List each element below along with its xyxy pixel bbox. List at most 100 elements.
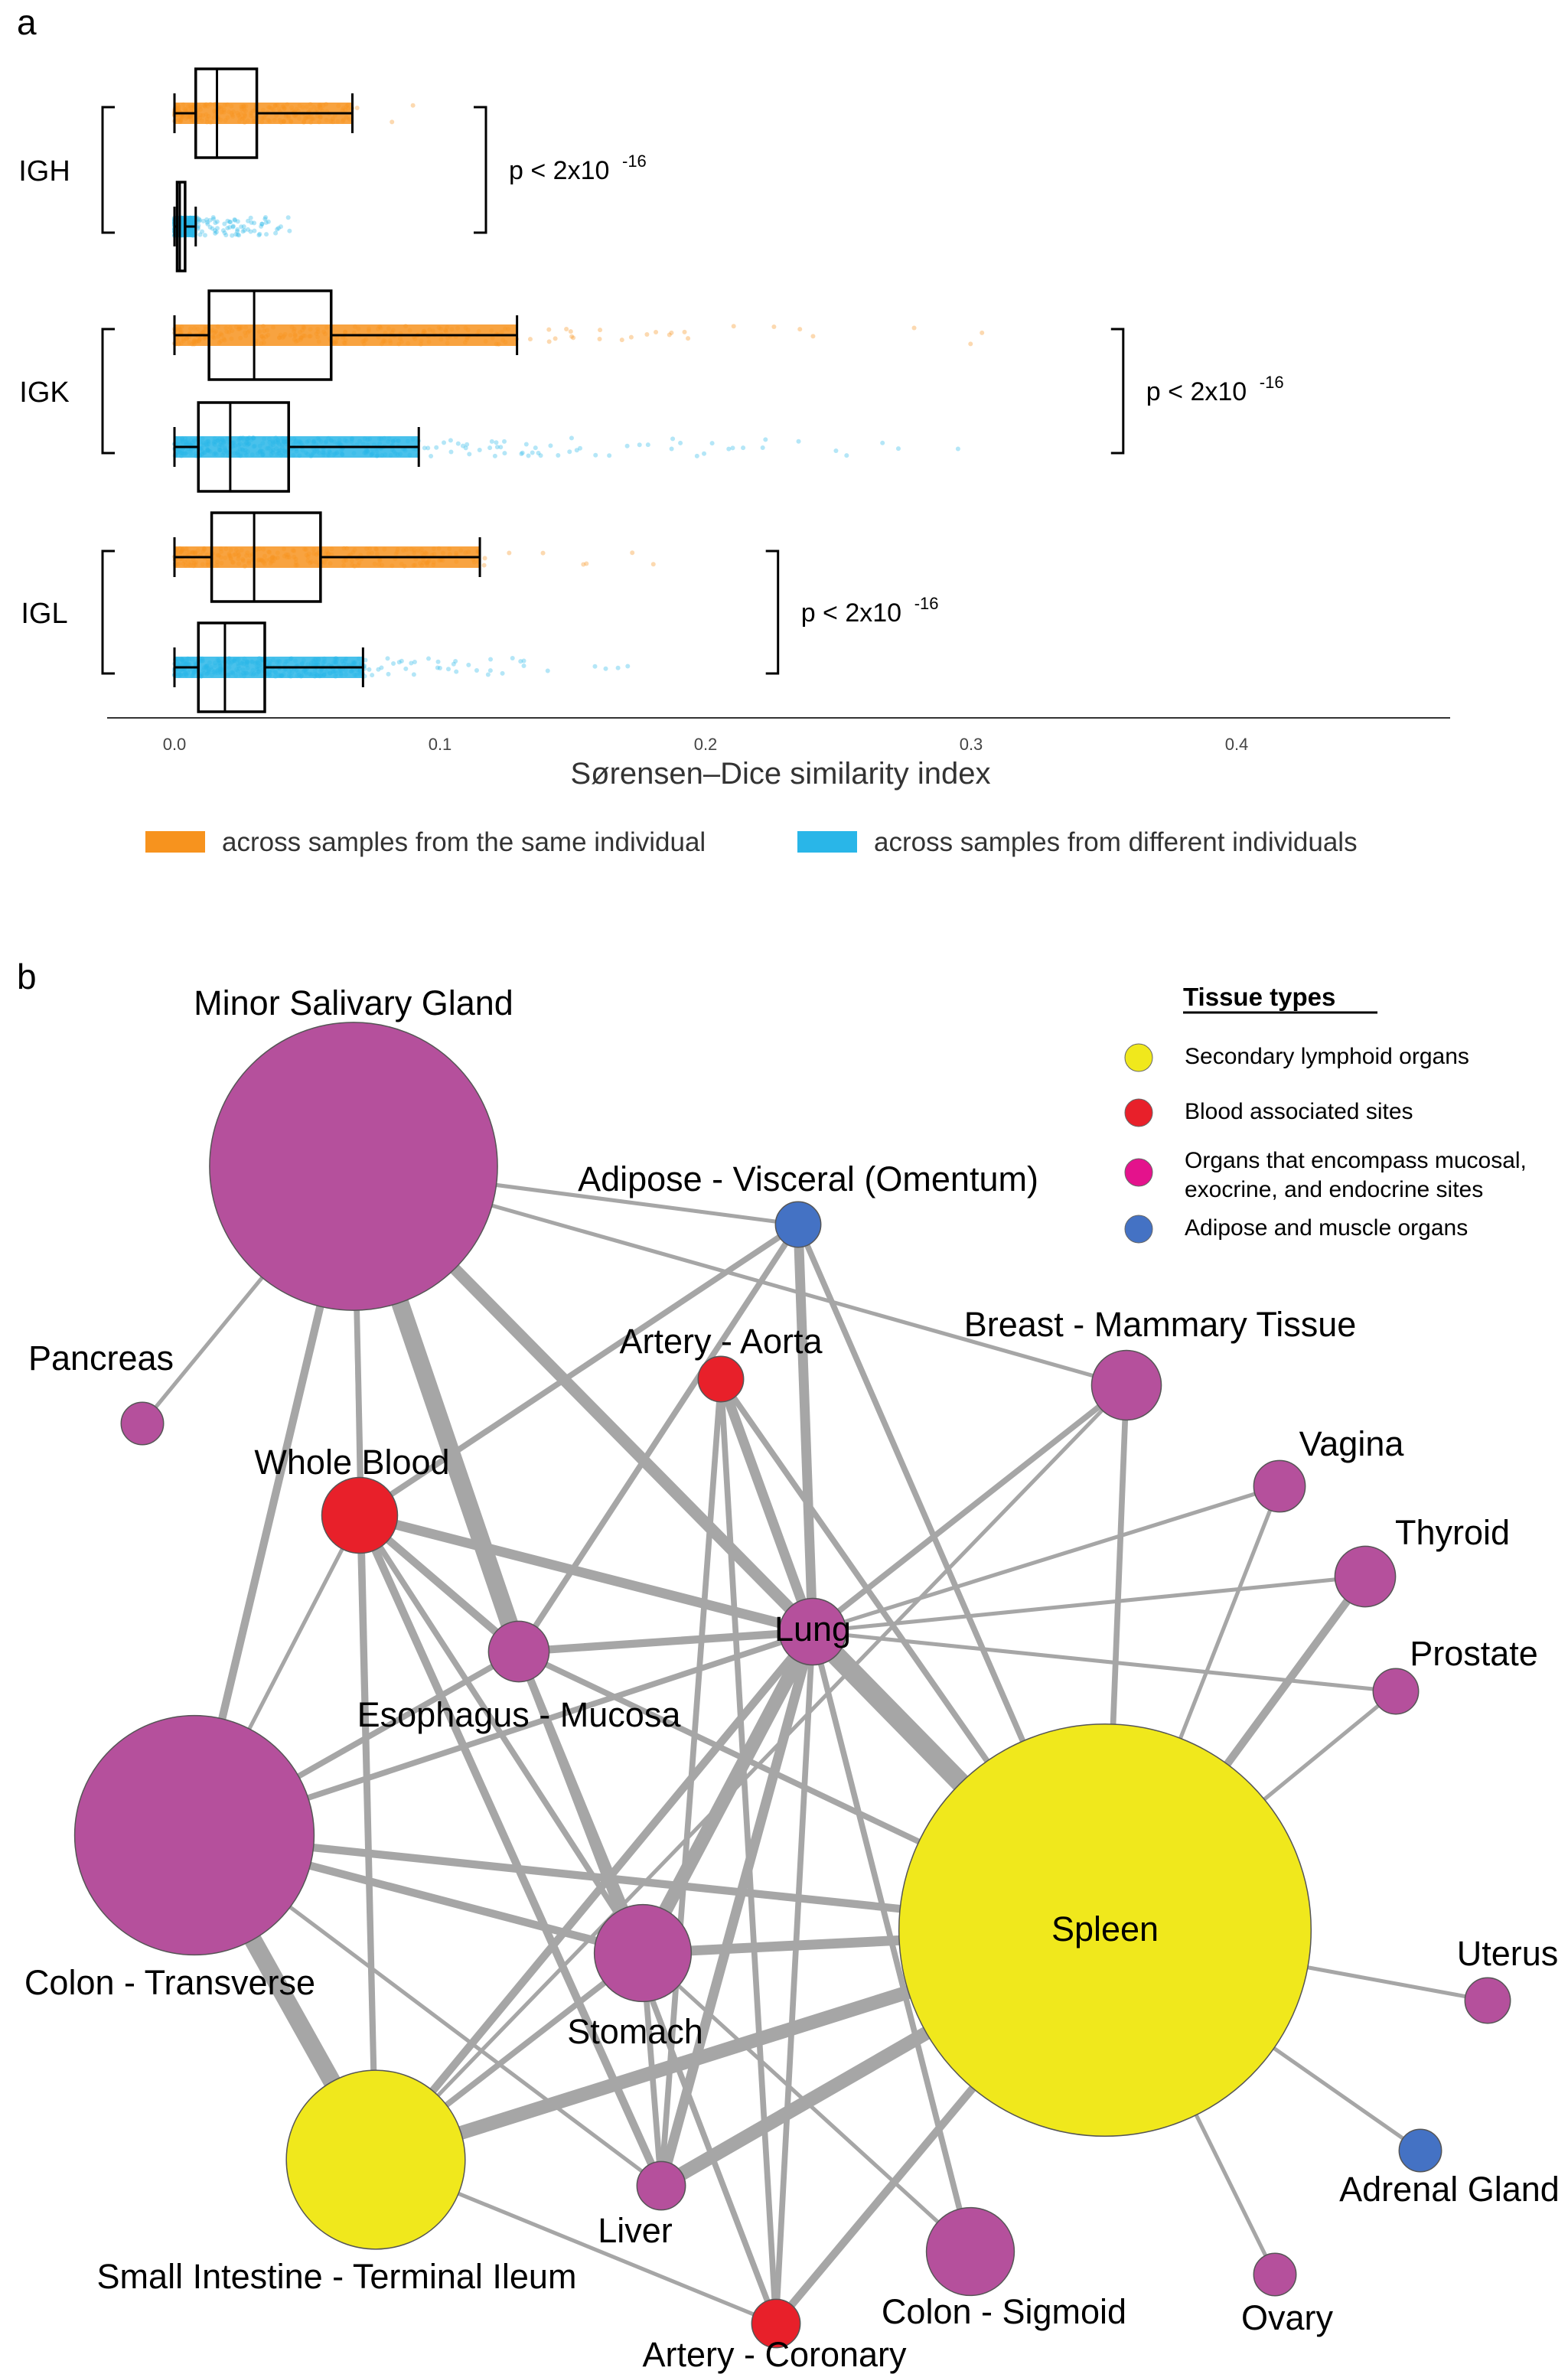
jitter-point [521, 658, 526, 664]
jitter-point [232, 217, 237, 223]
jitter-point [682, 329, 687, 334]
jitter-point [275, 227, 280, 232]
node-label-stomach: Stomach [567, 2012, 703, 2051]
jitter-point [200, 229, 205, 234]
jitter-point [213, 230, 218, 236]
group-bracket [101, 328, 115, 455]
jitter-point [536, 451, 541, 456]
legend-b-label: exocrine, and endocrine sites [1185, 1177, 1483, 1202]
jitter-point [810, 334, 816, 339]
jitter-point [259, 221, 265, 227]
jitter-point [225, 218, 230, 223]
x-tick-label: 0.0 [163, 735, 187, 754]
node-esophagus_mucosa [487, 1620, 550, 1683]
legend-swatch-same [145, 831, 205, 853]
jitter-point [607, 453, 612, 458]
jitter-point [485, 672, 491, 677]
node-label-liver: Liver [598, 2211, 673, 2250]
jitter-point [702, 451, 707, 456]
node-label-esophagus_mucosa: Esophagus - Mucosa [357, 1695, 682, 1734]
jitter-point [412, 659, 417, 664]
node-label-pancreas: Pancreas [28, 1339, 174, 1378]
jitter-point [494, 440, 499, 445]
jitter-point [196, 219, 201, 224]
jitter-point [730, 445, 735, 451]
group-label: IGK [19, 377, 69, 409]
node-vagina [1253, 1459, 1306, 1513]
legend-b-label: Blood associated sites [1185, 1099, 1413, 1124]
jitter-point [257, 231, 262, 236]
jitter-point [399, 658, 404, 664]
jitter-point [507, 550, 512, 556]
panel-a-boxplot: a IGH p < 2x10 -16 IGK p < 2x10 -16 IGL p < 2x1… [17, 2, 1450, 857]
jitter-point [214, 226, 220, 231]
jitter-point [628, 334, 634, 340]
jitter-point [694, 453, 699, 458]
jitter-point [263, 220, 269, 225]
p-value-text: p < 2x10 [1146, 377, 1247, 406]
node-label-artery_aorta: Artery - Aorta [619, 1322, 823, 1361]
jitter-point [911, 325, 917, 331]
node-whole_blood [321, 1476, 399, 1554]
jitter-point [437, 665, 442, 670]
jitter-point [492, 453, 497, 458]
edge-adipose_visceral-whole_blood [357, 1221, 801, 1518]
jitter-point [650, 562, 656, 567]
jitter-point [581, 562, 586, 567]
edge-esophagus_mucosa-lung [514, 1627, 817, 1656]
jitter-point [489, 439, 494, 444]
jitter-point [584, 561, 589, 566]
jitter-point [488, 657, 494, 662]
jitter-point [212, 228, 217, 233]
jitter-point [213, 220, 218, 226]
jitter-point [592, 664, 598, 669]
node-label-breast: Breast - Mammary Tissue [964, 1305, 1357, 1344]
panel-a-label: a [17, 2, 37, 42]
x-tick-label: 0.2 [694, 735, 718, 754]
jitter-point [548, 443, 553, 448]
jitter-point [367, 667, 372, 672]
jitter-point [569, 435, 574, 441]
jitter-point [556, 452, 561, 458]
node-label-artery_coronary: Artery - Coronary [642, 2335, 907, 2374]
node-prostate [1372, 1668, 1420, 1715]
jitter-point [225, 225, 230, 230]
jitter-point [236, 233, 242, 238]
edge-breast-small_intestine [373, 1383, 1129, 2162]
jitter-point [386, 671, 391, 677]
jitter-point [763, 437, 768, 442]
jitter-point [235, 232, 240, 237]
jitter-point [448, 449, 454, 455]
jitter-point [220, 228, 226, 233]
jitter-point [567, 449, 572, 455]
network-nodes [73, 1022, 1511, 2349]
jitter-point [546, 327, 552, 332]
jitter-point [248, 229, 253, 234]
legend-label-same: across samples from the same individual [222, 827, 706, 857]
edge-lung-liver [656, 1626, 818, 2191]
edge-whole_blood-small_intestine [357, 1512, 379, 2163]
node-label-ovary: Ovary [1241, 2298, 1334, 2337]
jitter-point [259, 223, 264, 229]
legend-dot-red [1124, 1098, 1153, 1127]
jitter-point [726, 446, 732, 452]
jitter-point [669, 446, 674, 452]
p-value-text: p < 2x10 [801, 598, 901, 628]
jitter-point [266, 219, 271, 224]
node-label-lung: Lung [774, 1609, 851, 1648]
jitter-point [207, 217, 213, 223]
jitter-point [533, 445, 538, 451]
jitter-point [494, 445, 500, 450]
box [175, 181, 187, 272]
jitter-point [593, 452, 598, 458]
jitter-point [625, 664, 631, 669]
jitter-point [196, 223, 201, 228]
jitter-point [523, 442, 529, 447]
jitter-point [545, 668, 550, 673]
jitter-point [546, 339, 552, 344]
jitter-point [481, 563, 487, 568]
edge-thyroid-lung [810, 1574, 1368, 1634]
jitter-point [448, 438, 453, 443]
jitter-point [363, 657, 368, 663]
